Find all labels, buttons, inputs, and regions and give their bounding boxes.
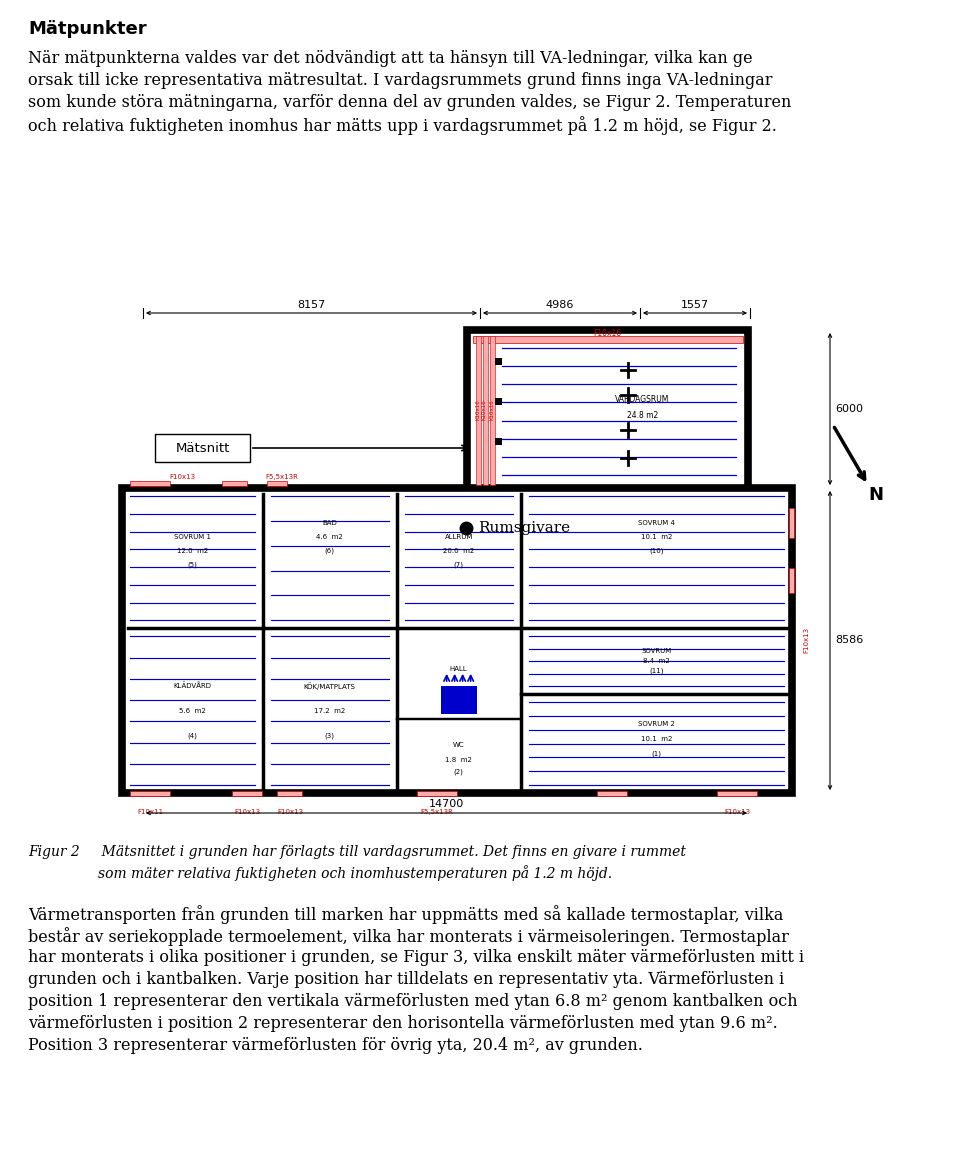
Bar [521, 489, 537, 490]
Text: 20.0  m2: 20.0 m2 [444, 548, 474, 554]
Text: orsak till icke representativa mätresultat. I vardagsrummets grund finns inga VA: orsak till icke representativa mätresult… [28, 72, 773, 89]
Text: HALL: HALL [450, 667, 468, 673]
Text: position 1 representerar den vertikala värmeförlusten med ytan 6.8 m² genom kant: position 1 representerar den vertikala v… [28, 993, 798, 1010]
Bar [717, 791, 757, 796]
Text: 12.0  m2: 12.0 m2 [177, 548, 208, 554]
Text: (6): (6) [324, 548, 335, 554]
Text: 8.4  m2: 8.4 m2 [643, 659, 670, 665]
Text: 4986: 4986 [546, 300, 574, 310]
Text: 17.2  m2: 17.2 m2 [314, 708, 346, 714]
Bar [122, 489, 792, 793]
Text: Mätsnitt: Mätsnitt [176, 442, 229, 455]
Text: Mätpunkter: Mätpunkter [28, 20, 147, 38]
Text: grunden och i kantbalken. Varje position har tilldelats en representativ yta. Vä: grunden och i kantbalken. Varje position… [28, 971, 784, 988]
Text: När mätpunkterna valdes var det nödvändigt att ta hänsyn till VA-ledningar, vilk: När mätpunkterna valdes var det nödvändi… [28, 50, 753, 66]
Bar [475, 336, 481, 485]
Text: Figur 2     Mätsnittet i grunden har förlagts till vardagsrummet. Det finns en g: Figur 2 Mätsnittet i grunden har förlagt… [28, 845, 686, 859]
Text: 10.1  m2: 10.1 m2 [640, 534, 672, 540]
Text: VARDAGSRUM: VARDAGSRUM [615, 395, 670, 405]
Text: Värmetransporten från grunden till marken har uppmätts med så kallade termostapl: Värmetransporten från grunden till marke… [28, 905, 783, 923]
Text: K10x16: K10x16 [482, 400, 487, 421]
Text: 24.8 m2: 24.8 m2 [627, 410, 659, 420]
Bar [232, 791, 262, 796]
Text: som mäter relativa fuktigheten och inomhustemperaturen på 1.2 m höjd.: som mäter relativa fuktigheten och inomh… [28, 865, 612, 880]
Text: 8586: 8586 [835, 635, 863, 645]
Bar [483, 336, 488, 485]
Text: F10x13: F10x13 [724, 809, 750, 815]
Text: (2): (2) [454, 770, 464, 775]
Text: 4.6  m2: 4.6 m2 [317, 534, 343, 540]
Text: K10x16: K10x16 [489, 400, 494, 421]
Bar [495, 438, 502, 445]
Text: 6000: 6000 [835, 403, 863, 414]
Text: F10x13: F10x13 [169, 475, 195, 480]
Text: 10.1  m2: 10.1 m2 [640, 736, 672, 742]
Bar [789, 508, 794, 538]
Text: KÖK/MATPLATS: KÖK/MATPLATS [303, 682, 355, 690]
Text: BAD: BAD [323, 520, 337, 526]
Text: (4): (4) [187, 732, 198, 738]
Bar [155, 434, 250, 462]
Bar [277, 791, 302, 796]
Text: F10x13: F10x13 [803, 627, 809, 653]
Text: (1): (1) [651, 750, 661, 757]
Bar [472, 336, 742, 343]
Text: 1557: 1557 [681, 300, 709, 310]
Bar [495, 398, 502, 405]
Text: ALLRUM: ALLRUM [444, 534, 473, 540]
Text: F10x13: F10x13 [276, 809, 303, 815]
Text: SOVRUM 4: SOVRUM 4 [637, 520, 675, 526]
Text: SOVRUM 1: SOVRUM 1 [174, 534, 211, 540]
Bar [495, 358, 502, 365]
Text: F5,5x13R: F5,5x13R [266, 475, 299, 480]
Text: F10x13: F10x13 [234, 809, 260, 815]
Text: (5): (5) [187, 562, 198, 568]
Text: K10x16: K10x16 [475, 400, 480, 421]
Bar [222, 482, 247, 486]
Bar [490, 336, 494, 485]
Text: (11): (11) [649, 668, 663, 674]
Text: 8157: 8157 [298, 300, 325, 310]
Text: (10): (10) [649, 548, 663, 554]
Text: WC: WC [453, 742, 465, 747]
Text: värmeförlusten i position 2 representerar den horisontella värmeförlusten med yt: värmeförlusten i position 2 representera… [28, 1014, 778, 1032]
Bar [267, 482, 287, 486]
Text: N: N [869, 486, 883, 504]
Text: F5,5x13R: F5,5x13R [420, 809, 453, 815]
Text: SOVRUM 2: SOVRUM 2 [637, 721, 675, 726]
Text: 14700: 14700 [429, 799, 464, 809]
Text: F10x16: F10x16 [593, 329, 621, 338]
Bar [597, 791, 627, 796]
Bar [417, 791, 457, 796]
Text: F10x11: F10x11 [137, 809, 163, 815]
Text: (3): (3) [324, 732, 335, 738]
Text: och relativa fuktigheten inomhus har mätts upp i vardagsrummet på 1.2 m höjd, se: och relativa fuktigheten inomhus har mät… [28, 115, 777, 135]
Bar [467, 330, 748, 490]
Bar [789, 568, 794, 593]
Bar [441, 686, 477, 714]
Text: (7): (7) [454, 562, 464, 568]
Text: KLÄDVÅRD: KLÄDVÅRD [174, 682, 211, 689]
Bar [130, 482, 170, 486]
Bar [130, 791, 170, 796]
Text: Rumsgivare: Rumsgivare [478, 521, 570, 535]
Text: 1.8  m2: 1.8 m2 [445, 757, 472, 763]
Text: Position 3 representerar värmeförlusten för övrig yta, 20.4 m², av grunden.: Position 3 representerar värmeförlusten … [28, 1037, 643, 1054]
Text: SOVRUM: SOVRUM [641, 648, 671, 654]
Text: består av seriekopplade termoelement, vilka har monterats i värmeisoleringen. Te: består av seriekopplade termoelement, vi… [28, 927, 789, 946]
Text: har monterats i olika positioner i grunden, se Figur 3, vilka enskilt mäter värm: har monterats i olika positioner i grund… [28, 949, 804, 965]
Text: 5.6  m2: 5.6 m2 [179, 708, 205, 714]
Text: som kunde störa mätningarna, varför denna del av grunden valdes, se Figur 2. Tem: som kunde störa mätningarna, varför denn… [28, 94, 791, 111]
